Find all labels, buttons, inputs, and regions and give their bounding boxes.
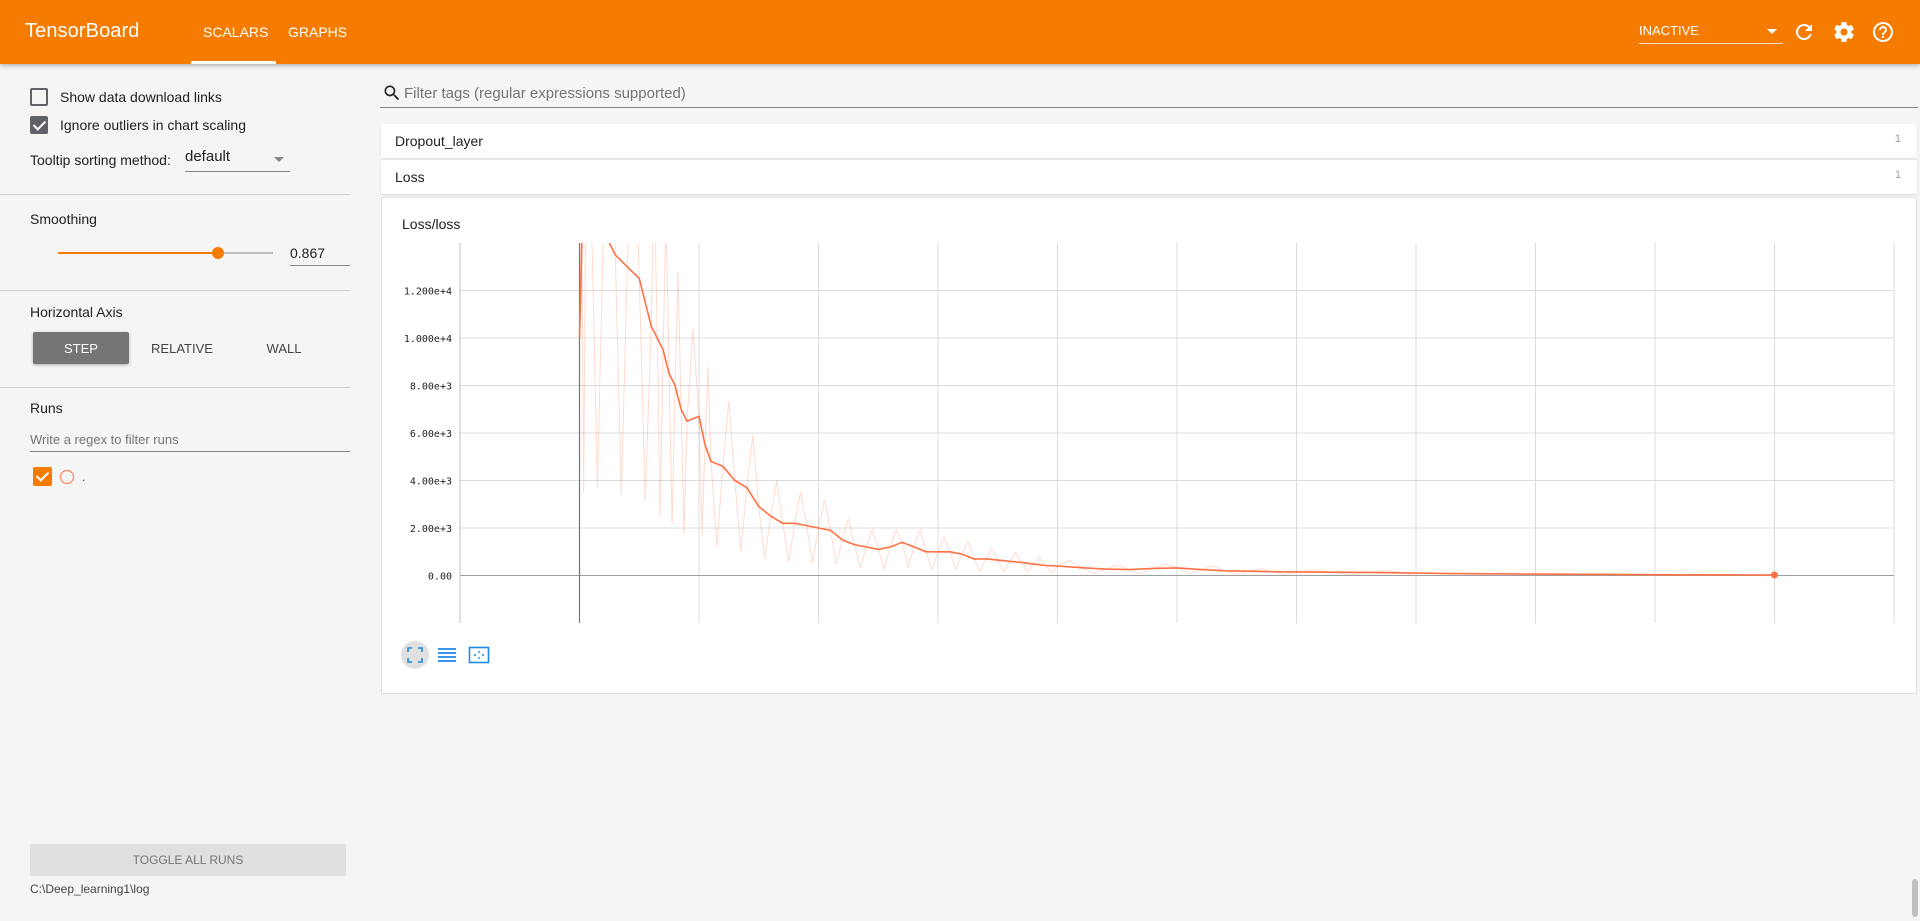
page-scrollbar[interactable] [1912,879,1918,917]
fit-to-data-icon [468,646,490,664]
run-checkbox[interactable] [33,467,52,486]
smoothing-slider-fill [58,252,218,254]
app-header: TensorBoard SCALARS GRAPHS INACTIVE [0,0,1920,64]
run-status-value: INACTIVE [1639,23,1699,38]
category-count: 1 [1894,133,1901,145]
show-download-links-checkbox[interactable]: Show data download links [30,87,222,107]
fit-domain-button[interactable] [465,641,493,669]
last-point-marker [1771,571,1778,579]
runs-title: Runs [30,400,63,416]
axis-wall-button[interactable]: WALL [266,340,302,356]
smoothing-title: Smoothing [30,211,97,227]
smoothed-series-line[interactable] [578,219,1775,576]
smoothing-slider[interactable] [58,247,273,259]
tooltip-sorting-dropdown[interactable]: default [185,148,290,172]
y-tick-label: 4.00e+3 [410,477,452,488]
help-icon[interactable] [1871,20,1895,44]
run-name: . [82,469,86,484]
toggle-all-runs-button[interactable]: TOGGLE ALL RUNS [30,844,346,876]
category-name: Dropout_layer [395,133,483,149]
y-tick-label: 2.00e+3 [410,524,452,535]
options-section [0,64,350,195]
y-tick-label: 0.00 [428,572,452,583]
ignore-outliers-checkbox[interactable]: Ignore outliers in chart scaling [30,115,246,135]
sidebar: Show data download links Ignore outliers… [0,64,350,921]
y-tick-label: 6.00e+3 [410,429,452,440]
smoothing-slider-thumb[interactable] [212,247,224,259]
tag-filter-input[interactable]: Filter tags (regular expressions support… [380,80,1918,108]
caret-down-icon [1767,29,1777,34]
show-download-links-label: Show data download links [60,89,222,105]
list-icon [438,648,456,662]
chart-title: Loss/loss [402,216,461,232]
axis-relative-button[interactable]: RELATIVE [151,340,213,356]
run-color-circle-icon[interactable] [60,469,74,484]
app-title: TensorBoard [25,20,140,42]
y-tick-label: 1.000e+4 [404,334,452,345]
log-directory-path: C:\Deep_learning1\log [30,882,150,896]
category-name: Loss [395,169,425,185]
tag-filter-placeholder: Filter tags (regular expressions support… [404,85,686,102]
tab-scalars[interactable]: SCALARS [203,24,269,40]
y-tick-label: 8.00e+3 [410,382,452,393]
checkbox-checked-icon [30,116,48,134]
tab-graphs[interactable]: GRAPHS [288,24,348,40]
horizontal-axis-section [0,291,350,388]
toggle-log-scale-button[interactable] [433,641,461,669]
y-tick-label: 1.200e+4 [404,287,452,298]
smoothing-section [0,195,350,291]
run-status-dropdown[interactable]: INACTIVE [1639,20,1783,44]
category-loss[interactable]: Loss 1 [381,160,1917,194]
caret-down-icon [274,157,284,162]
loss-chart[interactable]: 1.200e+4 1.000e+4 8.00e+3 6.00e+3 4.00e+3 2.0… [382,198,1918,638]
fullscreen-icon [407,647,423,663]
runs-filter-input[interactable]: Write a regex to filter runs [30,430,350,452]
smoothing-value-input[interactable]: 0.867 [290,242,350,266]
chart-card: Loss/loss 1.200e+4 1.000e+4 8.00e+3 6.00e+3… [381,197,1917,694]
axis-step-button[interactable]: STEP [33,332,129,364]
expand-chart-button[interactable] [401,641,429,669]
ignore-outliers-label: Ignore outliers in chart scaling [60,117,246,133]
checkbox-unchecked-icon [30,88,48,106]
tooltip-sorting-value: default [185,148,231,165]
search-icon [384,85,400,101]
category-count: 1 [1894,169,1901,181]
horizontal-axis-title: Horizontal Axis [30,304,123,320]
category-dropout-layer[interactable]: Dropout_layer 1 [381,124,1917,158]
tooltip-sorting-label: Tooltip sorting method: [30,152,171,168]
reload-icon[interactable] [1792,20,1816,44]
run-item: . [33,467,85,486]
active-tab-indicator [191,61,276,64]
settings-icon[interactable] [1832,20,1856,44]
